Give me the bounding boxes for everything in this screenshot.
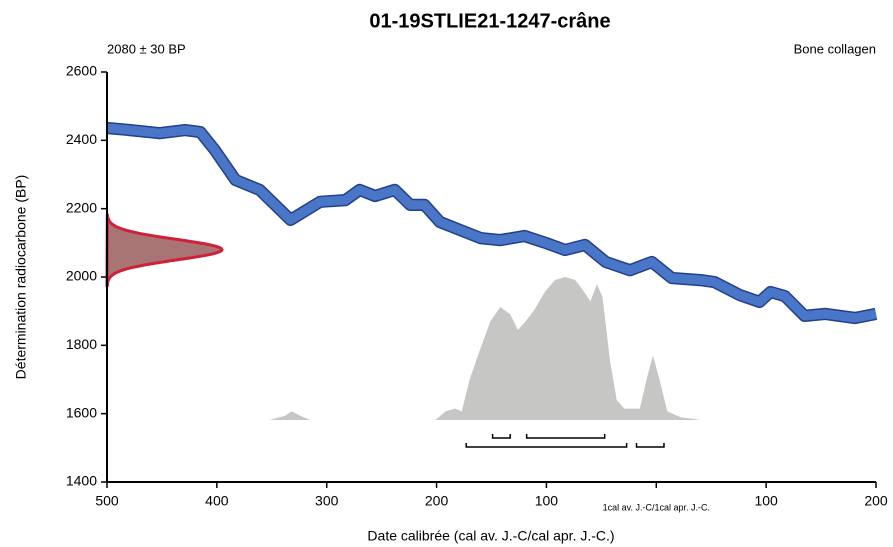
calibration-curve [106,123,877,323]
range-bar [525,434,606,439]
sample-type: Bone collagen [794,41,876,56]
x-tick-label: 300 [315,493,339,509]
x-tick-label: 200 [425,493,449,509]
range-bar [491,434,511,439]
x-tick-label: 100 [535,493,559,509]
x-tick-label: 500 [95,493,119,509]
measurement-distribution [105,213,224,287]
y-axis-label: Détermination radiocarbone (BP) [13,175,29,380]
x-tick-label: 100 [754,493,778,509]
posterior-distribution [269,277,701,420]
y-tick-label: 2600 [66,63,97,79]
y-tick-label: 2000 [66,268,97,284]
range-bar [465,443,628,448]
x-tick-label: 400 [205,493,229,509]
y-tick-label: 1400 [66,473,97,489]
x-axis-label: Date calibrée (cal av. J.-C/cal apr. J.-… [367,528,614,544]
range-bar [635,443,665,448]
x-tick-label: 1cal av. J.-C/1cal apr. J.-C. [603,502,710,512]
y-tick-label: 2200 [66,199,97,215]
y-tick-label: 2400 [66,131,97,147]
chart-title: 01-19STLIE21-1247-crâne [369,10,610,32]
y-tick-label: 1800 [66,336,97,352]
x-tick-label: 200 [864,493,888,509]
y-tick-label: 1600 [66,404,97,420]
measurement-label: 2080 ± 30 BP [107,41,186,56]
